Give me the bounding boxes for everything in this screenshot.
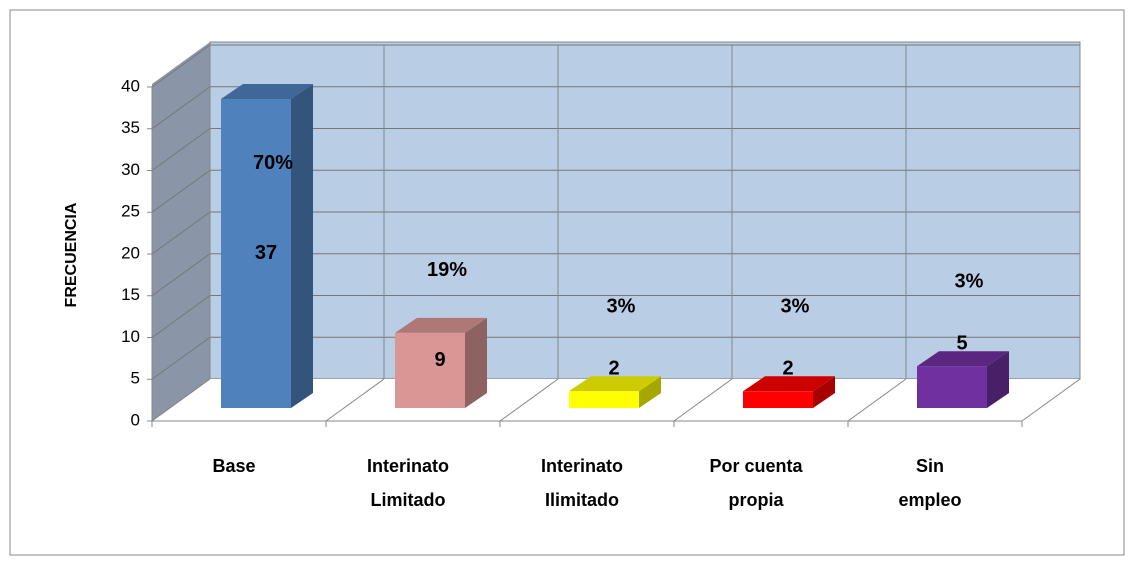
- y-tick-label: 5: [131, 369, 140, 388]
- y-axis-title: FRECUENCIA: [63, 202, 80, 307]
- data-label: 9: [434, 349, 445, 371]
- bar: [569, 391, 639, 408]
- data-label: 5: [956, 333, 967, 355]
- grid-line: [151, 128, 211, 171]
- floor-line: [499, 378, 559, 422]
- y-tick-label: 20: [121, 243, 140, 262]
- floor-line: [673, 378, 733, 422]
- bar: [395, 332, 465, 408]
- data-label: 37: [255, 242, 277, 264]
- bar: [917, 366, 987, 408]
- x-tick-label: Interinato: [367, 456, 449, 476]
- grid-line: [151, 253, 211, 297]
- grid-line: [151, 169, 211, 213]
- y-tick-label: 30: [121, 160, 140, 179]
- y-tick-label: 0: [131, 410, 140, 429]
- x-tick-label: empleo: [898, 490, 961, 510]
- floor-line: [1021, 378, 1081, 422]
- y-tick-label: 15: [121, 285, 140, 304]
- bar-side: [639, 376, 661, 408]
- floor-line: [151, 378, 211, 422]
- percent-label: 70%: [253, 152, 293, 174]
- y-tick-label: 40: [121, 76, 140, 95]
- x-tick-label: Ilimitado: [545, 490, 619, 510]
- bar-top: [569, 376, 661, 392]
- percent-label: 3%: [781, 296, 810, 318]
- floor-line: [325, 378, 385, 422]
- grid-line: [151, 86, 211, 130]
- grid-line: [151, 211, 211, 255]
- data-label: 2: [608, 358, 619, 380]
- bar-top: [221, 84, 313, 100]
- bar-side: [813, 376, 835, 408]
- percent-label: 3%: [955, 271, 984, 293]
- bar-side: [987, 351, 1009, 408]
- bar-top: [743, 376, 835, 392]
- percent-label: 3%: [607, 296, 636, 318]
- x-tick-label: Interinato: [541, 456, 623, 476]
- y-tick-label: 35: [121, 118, 140, 137]
- grid-line: [151, 336, 211, 380]
- bar-top: [395, 317, 487, 333]
- x-tick-label: Sin: [916, 456, 944, 476]
- y-tick-label: 25: [121, 202, 140, 221]
- bar-side: [291, 84, 313, 409]
- percent-label: 19%: [427, 259, 467, 281]
- bar: [221, 99, 291, 409]
- bar: [743, 391, 813, 408]
- grid-line: [151, 44, 211, 88]
- floor-line: [847, 378, 907, 422]
- grid-line: [151, 295, 211, 338]
- side-wall: [152, 42, 210, 421]
- x-tick-label: Por cuenta: [709, 456, 803, 476]
- x-tick-label: propia: [728, 490, 784, 510]
- bar-top: [917, 351, 1009, 367]
- bar-side: [465, 317, 487, 408]
- data-label: 2: [782, 358, 793, 380]
- back-wall: [209, 41, 1081, 380]
- y-tick-label: 10: [121, 327, 140, 346]
- x-tick-label: Limitado: [371, 490, 446, 510]
- x-tick-label: Base: [212, 456, 255, 476]
